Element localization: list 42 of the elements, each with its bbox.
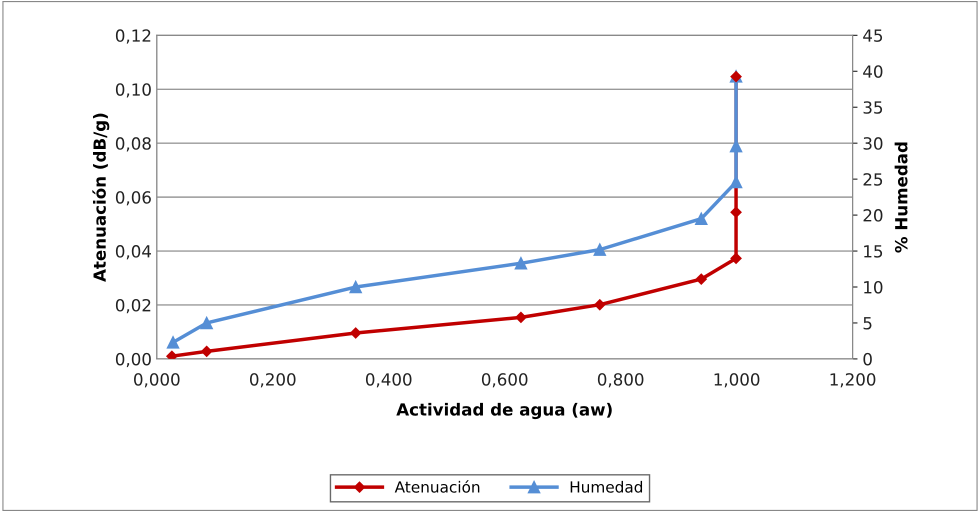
point	[594, 243, 606, 256]
y-tick-label: 0,12	[116, 29, 150, 44]
point	[350, 327, 362, 339]
y-tick-label: 0,02	[116, 298, 150, 314]
x-tick-label: 0,800	[598, 373, 644, 388]
y2-tick-label: 20	[864, 209, 882, 222]
y2-tick-label: 45	[863, 30, 882, 42]
y-tick-label: 0,00	[116, 352, 151, 368]
y2-tick-label: 10	[864, 280, 882, 294]
y-tick-label: 0,06	[116, 191, 151, 206]
x-tick-label: 1,200	[830, 373, 876, 388]
x-tick-label: 0,000	[134, 373, 180, 388]
y2-tick-label: 40	[863, 65, 882, 78]
point	[200, 316, 213, 330]
x-tick-label: 1,000	[714, 373, 760, 388]
y-axis-title: Atenuación (dB/g)	[92, 114, 110, 282]
y2-tick-label: 15	[864, 245, 882, 258]
y-tick-label: 0,08	[116, 137, 151, 152]
point	[695, 212, 708, 225]
point	[201, 346, 212, 357]
point	[730, 252, 742, 264]
y2-tick-label: 30	[864, 137, 882, 150]
y2-tick-label: 5	[864, 317, 872, 330]
point	[594, 299, 606, 310]
point	[514, 257, 528, 270]
y2-tick-label: 25	[864, 173, 882, 186]
x-tick-label: 0,400	[366, 373, 412, 388]
point	[696, 273, 707, 285]
x-tick-label: 0,600	[482, 373, 528, 388]
x-tick-label: 0,200	[250, 373, 296, 388]
point	[515, 312, 527, 323]
point	[730, 206, 742, 218]
x-axis-title: Actividad de agua (aw)	[396, 402, 612, 420]
point	[349, 280, 362, 294]
y2-tick-label: 35	[864, 101, 882, 114]
y2-tick-label: 0	[863, 352, 872, 366]
legend-label: Atenuación	[394, 480, 480, 493]
legend-label: Humedad	[570, 480, 642, 493]
point	[166, 336, 180, 349]
y-tick-label: 0,04	[116, 245, 152, 260]
y-tick-label: 0,10	[116, 83, 151, 98]
y2-axis-title: % Humedad	[894, 142, 908, 253]
